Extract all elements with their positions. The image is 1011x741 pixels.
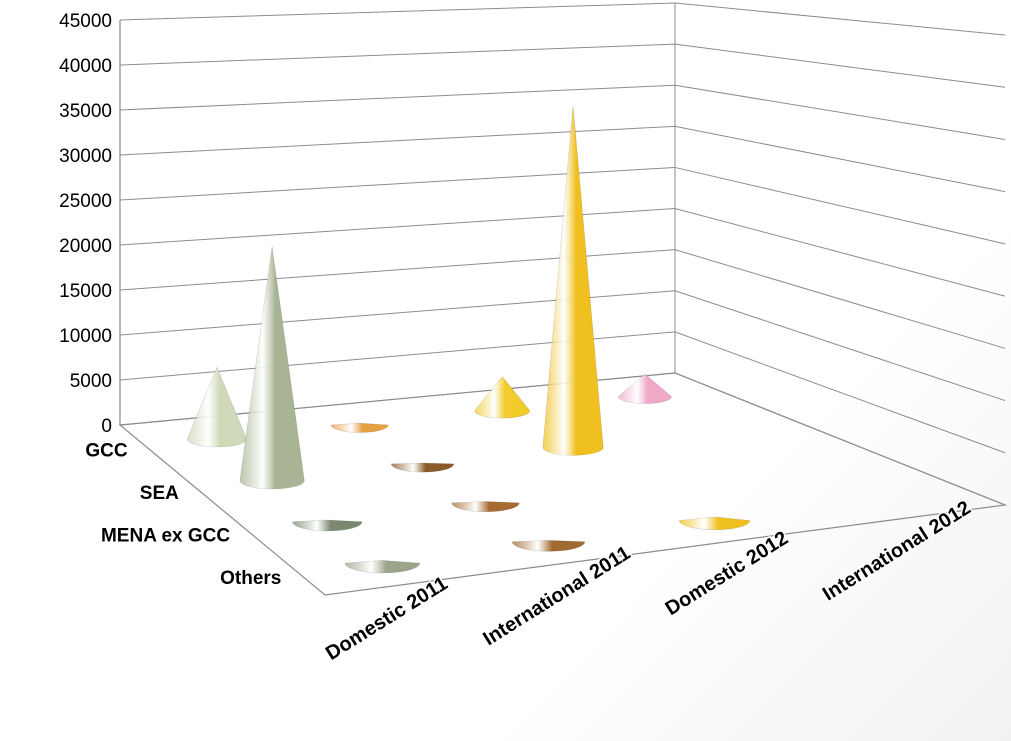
cone-sea-domestic-2012	[542, 105, 604, 456]
cone-gcc-domestic-2011	[186, 366, 247, 448]
y-tick-label: 5000	[70, 371, 112, 392]
cone-others-international-2011	[511, 540, 586, 552]
row-label-sea: SEA	[140, 483, 179, 504]
y-axis-ticks: 0 5000 10000 15000 20000 25000 30000 35000 40000…	[59, 11, 112, 437]
column-label-international-2011: International 2011	[479, 542, 634, 650]
row-labels: GCC SEA MENA ex GCC Others	[85, 440, 281, 589]
row-label-mena-ex-gcc: MENA ex GCC	[101, 525, 230, 546]
axes	[118, 3, 1008, 596]
y-tick-label: 10000	[59, 326, 112, 347]
y-tick-label: 0	[101, 416, 112, 437]
cone-others-domestic-2011	[344, 560, 421, 574]
cone-mena-ex-gcc-domestic-2011	[292, 519, 363, 532]
cone-gcc-domestic-2012	[474, 376, 531, 419]
y-tick-label: 30000	[59, 146, 112, 167]
y-tick-label: 25000	[59, 191, 112, 212]
gridline-45000	[119, 2, 1006, 36]
row-label-others: Others	[220, 568, 281, 589]
chart-floor	[118, 372, 1008, 596]
row-label-gcc: GCC	[85, 440, 128, 461]
cone-sea-domestic-2011	[239, 246, 305, 490]
y-tick-label: 20000	[59, 236, 112, 257]
cone-others-domestic-2012	[679, 516, 751, 531]
y-tick-label: 15000	[59, 281, 112, 302]
cone-gcc-international-2011	[330, 422, 389, 433]
gridline-30000	[119, 125, 1006, 193]
gridline-40000	[119, 43, 1006, 88]
cone-gcc-international-2012	[618, 373, 672, 404]
cone-mena-ex-gcc-international-2011	[451, 501, 520, 513]
column-label-international-2012: International 2012	[819, 497, 975, 606]
column-label-domestic-2012: Domestic 2012	[662, 527, 792, 620]
gridline-35000	[119, 84, 1006, 140]
cone-sea-international-2011	[391, 462, 455, 473]
y-tick-label: 35000	[59, 101, 112, 122]
y-tick-label: 45000	[59, 11, 112, 32]
cones	[186, 105, 751, 574]
y-tick-label: 40000	[59, 56, 112, 77]
